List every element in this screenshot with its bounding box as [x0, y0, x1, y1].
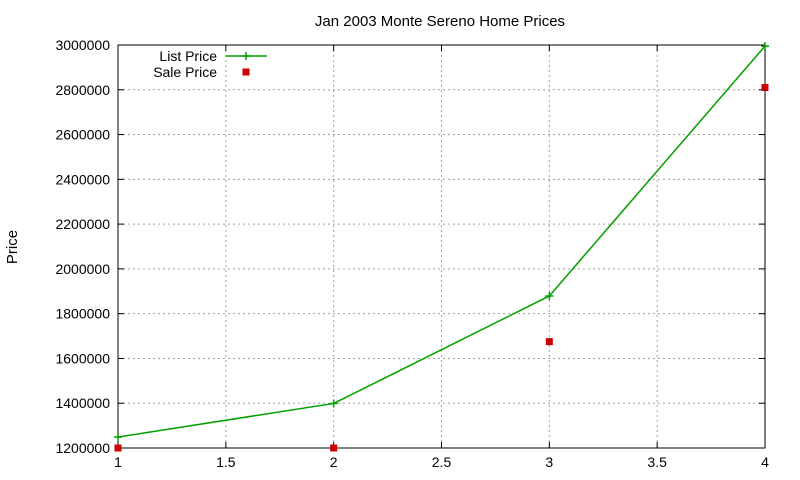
data-point-square [545, 338, 553, 346]
y-axis-title: Price [4, 230, 21, 264]
x-tick-label: 4 [761, 454, 769, 470]
x-tick-label: 1 [114, 454, 122, 470]
legend-marker-square [242, 68, 250, 76]
y-tick-label: 3000000 [55, 37, 110, 53]
data-point-square [114, 444, 122, 452]
data-point-cross [329, 399, 338, 408]
x-tick-label: 3.5 [647, 454, 667, 470]
y-tick-label: 1400000 [55, 395, 110, 411]
y-tick-label: 2600000 [55, 127, 110, 143]
data-point-cross [761, 42, 769, 51]
x-tick-label: 1.5 [216, 454, 236, 470]
data-point-cross [114, 433, 122, 442]
legend-label: Sale Price [153, 64, 217, 80]
y-tick-label: 2400000 [55, 171, 110, 187]
grid [118, 45, 765, 448]
y-tick-label: 1200000 [55, 440, 110, 456]
y-tick-label: 2800000 [55, 82, 110, 98]
legend-label: List Price [159, 48, 217, 64]
y-tick-label: 1800000 [55, 306, 110, 322]
series-1 [114, 84, 769, 452]
y-tick-label: 2000000 [55, 261, 110, 277]
series-0 [114, 42, 769, 442]
series [114, 42, 769, 452]
x-tick-label: 3 [545, 454, 553, 470]
legend-marker-cross [242, 52, 250, 60]
chart-title: Jan 2003 Monte Sereno Home Prices [315, 13, 565, 30]
data-point-square [330, 444, 338, 452]
data-point-square [761, 84, 769, 92]
data-point-cross [545, 291, 554, 300]
series-line [117, 45, 766, 438]
y-tick-label: 2200000 [55, 216, 110, 232]
x-tick-label: 2 [330, 454, 338, 470]
axis-ticks: 1 1.5 2 2.5 3 3.5 4 1200000 1400000 1600000 180000… [55, 37, 769, 470]
x-tick-label: 2.5 [432, 454, 452, 470]
y-tick-label: 1600000 [55, 350, 110, 366]
